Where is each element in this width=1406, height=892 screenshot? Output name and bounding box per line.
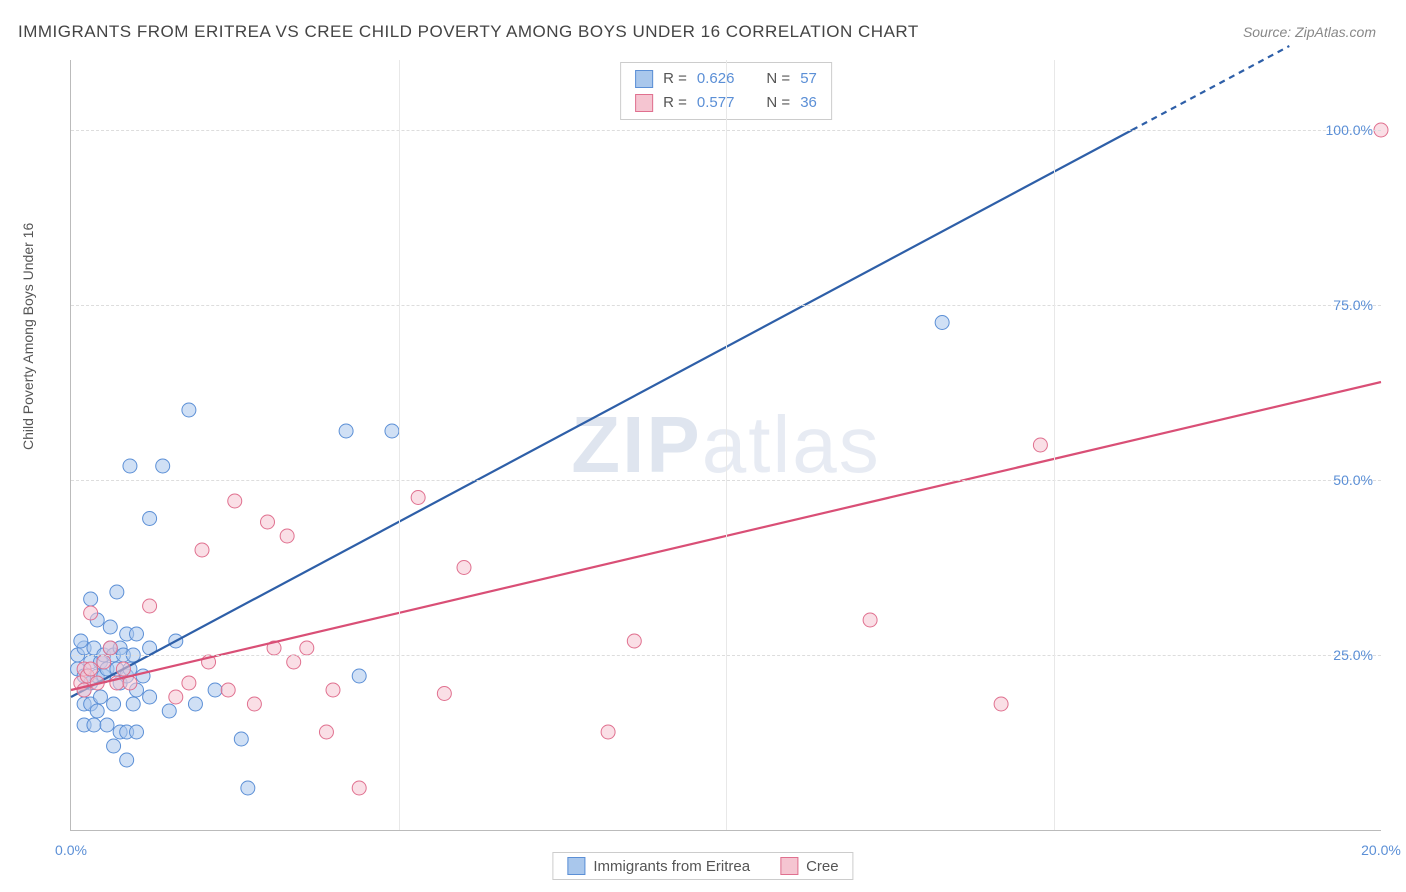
r-label: R = bbox=[663, 91, 687, 115]
bottom-legend: Immigrants from Eritrea Cree bbox=[552, 852, 853, 880]
y-axis-label: Child Poverty Among Boys Under 16 bbox=[20, 223, 36, 450]
y-tick-label: 25.0% bbox=[1333, 647, 1373, 663]
r-value-series1: 0.626 bbox=[697, 67, 735, 91]
y-tick-label: 50.0% bbox=[1333, 472, 1373, 488]
swatch-series2-icon bbox=[780, 857, 798, 875]
x-tick-label: 0.0% bbox=[55, 842, 87, 858]
legend-label-series1: Immigrants from Eritrea bbox=[593, 858, 750, 875]
legend-item-series1: Immigrants from Eritrea bbox=[567, 857, 750, 875]
n-label: N = bbox=[766, 67, 790, 91]
source-attribution: Source: ZipAtlas.com bbox=[1243, 24, 1376, 40]
n-label: N = bbox=[766, 91, 790, 115]
swatch-series1 bbox=[635, 70, 653, 88]
r-value-series2: 0.577 bbox=[697, 91, 735, 115]
y-tick-label: 75.0% bbox=[1333, 297, 1373, 313]
swatch-series1-icon bbox=[567, 857, 585, 875]
gridline-v bbox=[399, 60, 400, 830]
y-tick-label: 100.0% bbox=[1326, 122, 1373, 138]
chart-title: IMMIGRANTS FROM ERITREA VS CREE CHILD PO… bbox=[18, 22, 919, 42]
plot-area: ZIPatlas R = 0.626 N = 57 R = 0.577 N = … bbox=[70, 60, 1381, 831]
legend-item-series2: Cree bbox=[780, 857, 839, 875]
x-tick-label: 20.0% bbox=[1361, 842, 1401, 858]
n-value-series1: 57 bbox=[800, 67, 817, 91]
n-value-series2: 36 bbox=[800, 91, 817, 115]
legend-label-series2: Cree bbox=[806, 858, 839, 875]
gridline-v bbox=[1054, 60, 1055, 830]
r-label: R = bbox=[663, 67, 687, 91]
swatch-series2 bbox=[635, 94, 653, 112]
gridline-v bbox=[726, 60, 727, 830]
